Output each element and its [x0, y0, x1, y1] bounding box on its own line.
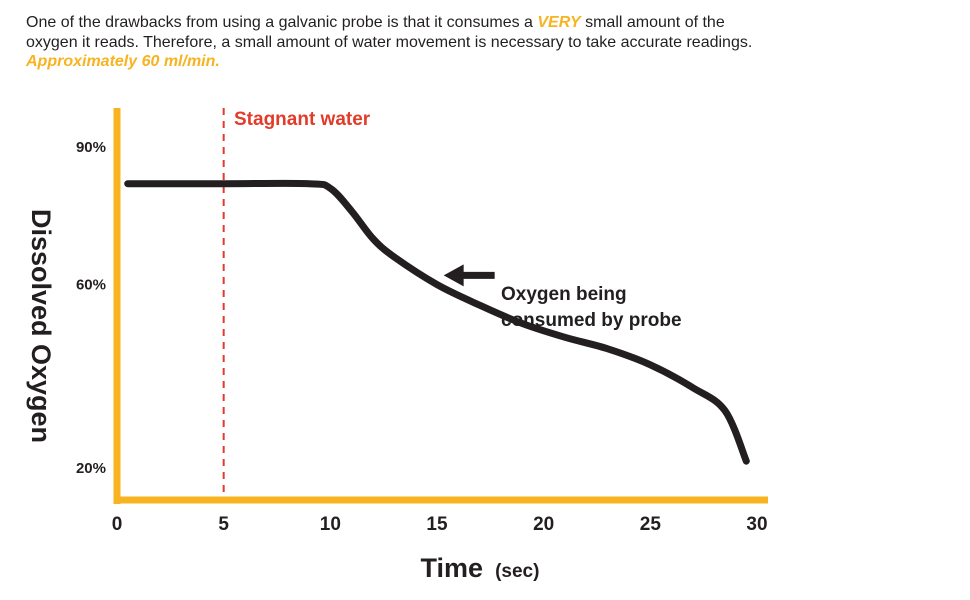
- x-tick-label: 5: [218, 514, 229, 535]
- intro-flow-rate: Approximately 60 ml/min.: [26, 53, 220, 70]
- oxygen-curve: [124, 179, 750, 465]
- axes: [113, 108, 768, 504]
- x-axis-ticks: 0 5 10 15 20 25 30: [112, 514, 768, 535]
- consumption-label-line-1: Oxygen being: [501, 284, 627, 305]
- intro-text: One of the drawbacks from using a galvan…: [26, 13, 756, 72]
- x-tick-label: 10: [320, 514, 341, 535]
- x-tick-label: 0: [112, 514, 123, 535]
- x-tick-label: 25: [640, 514, 662, 535]
- consumption-label-line-2: consumed by probe: [501, 310, 682, 331]
- series-layer: [124, 179, 750, 465]
- x-axis-label-unit: (sec): [495, 561, 539, 582]
- y-tick-label: 20%: [76, 460, 106, 477]
- annotation-layer: [443, 264, 495, 287]
- x-tick-label: 30: [746, 514, 767, 535]
- x-axis-label-text: Time: [421, 553, 484, 583]
- intro-emphasis: VERY: [537, 14, 581, 31]
- intro-part-1: One of the drawbacks from using a galvan…: [26, 14, 538, 31]
- y-axis-label: Dissolved Oxygen: [26, 209, 56, 443]
- x-tick-label: 20: [533, 514, 554, 535]
- y-axis-ticks: 20% 60% 90%: [76, 139, 106, 477]
- intro-part-2: small amount of the oxygen it reads. The…: [26, 14, 753, 51]
- x-tick-label: 15: [426, 514, 448, 535]
- y-tick-label: 90%: [76, 139, 106, 156]
- y-tick-label: 60%: [76, 277, 106, 294]
- stagnant-water-label: Stagnant water: [234, 109, 371, 130]
- arrow-left-icon: [443, 264, 464, 287]
- x-axis-label: Time (sec): [421, 553, 540, 583]
